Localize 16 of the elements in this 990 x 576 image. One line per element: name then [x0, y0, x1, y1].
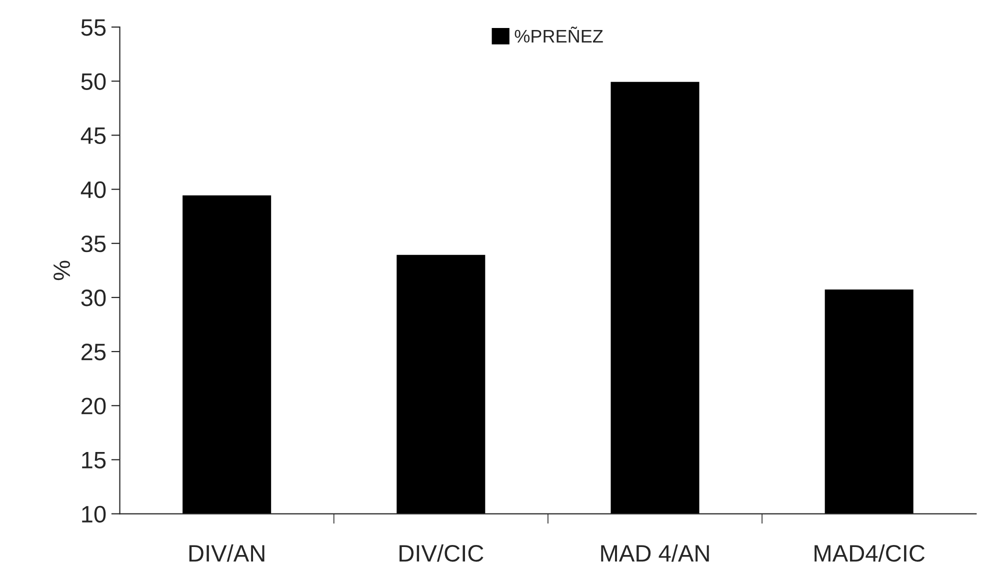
- y-tick-label: 55: [81, 19, 106, 36]
- x-tick-label: MAD4/CIC: [814, 544, 925, 562]
- y-tick-label: 40: [80, 181, 106, 198]
- y-tick-label: 15: [82, 452, 106, 468]
- legend-label: %PREÑEZ: [514, 26, 603, 43]
- y-tick-label: 25: [82, 344, 106, 360]
- y-tick-label: 45: [80, 128, 106, 144]
- y-tick-label: 10: [82, 506, 106, 523]
- y-tick-label: 50: [81, 73, 106, 90]
- x-tick-label: MAD 4/AN: [601, 544, 709, 562]
- y-tick-label: 35: [81, 235, 106, 252]
- y-axis-title: %: [53, 260, 70, 280]
- x-tick-label: DIV/CIC: [400, 544, 484, 562]
- x-tick-label: DIV/AN: [189, 544, 264, 562]
- y-tick-label: 20: [82, 398, 106, 414]
- y-tick-label: 30: [81, 290, 106, 306]
